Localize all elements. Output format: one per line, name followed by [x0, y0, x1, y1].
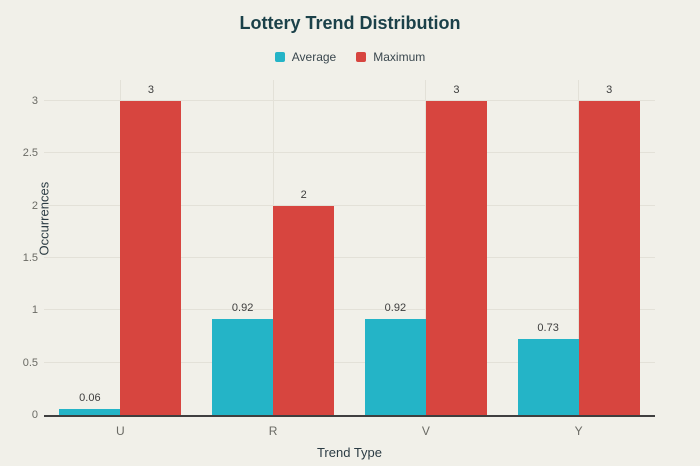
y-tick-label: 2.5: [22, 147, 38, 160]
y-axis-title: Occurrences: [36, 181, 52, 256]
legend-item-average: Average: [274, 50, 337, 64]
y-tick-label: 3: [31, 95, 38, 107]
bar-maximum-R: [273, 205, 335, 415]
y-tick-label: 0.5: [22, 356, 38, 369]
value-label-maximum-U: 3: [147, 84, 154, 96]
value-label-average-V: 0.92: [384, 301, 407, 314]
x-tick-label-R: R: [268, 424, 278, 438]
legend-label-average: Average: [291, 50, 337, 64]
h-gridline: [44, 257, 655, 258]
bar-maximum-Y: [578, 101, 640, 415]
value-label-average-R: 0.92: [231, 301, 254, 314]
legend: Average Maximum: [0, 50, 700, 64]
value-label-average-Y: 0.73: [537, 321, 559, 334]
plot-area: 0.06 3 0.92 2 0.92 3 0.73 3: [44, 80, 655, 417]
h-gridline: [44, 152, 655, 154]
legend-swatch-maximum: [356, 52, 367, 62]
y-tick-label: 0: [31, 409, 38, 421]
bar-maximum-U: [120, 101, 182, 415]
legend-item-maximum: Maximum: [356, 50, 425, 64]
h-gridline: [44, 309, 655, 311]
y-tick-label: 1: [31, 304, 38, 317]
x-tick-label-U: U: [116, 424, 125, 438]
x-tick-label-Y: Y: [574, 424, 583, 438]
legend-swatch-average: [274, 52, 285, 62]
bar-average-Y: [517, 338, 579, 415]
value-label-average-U: 0.06: [79, 391, 101, 404]
x-tick-label-V: V: [421, 424, 430, 438]
h-gridline: [44, 204, 655, 206]
value-label-maximum-R: 2: [300, 188, 307, 201]
value-label-maximum-V: 3: [453, 84, 460, 96]
bar-average-R: [212, 318, 274, 415]
y-axis-tick-labels: 0 0.5 1 1.5 2 2.5 3: [0, 80, 38, 421]
legend-label-maximum: Maximum: [373, 50, 426, 64]
h-gridline: [44, 100, 655, 101]
chart-title: Lottery Trend Distribution: [239, 13, 461, 33]
bar-average-U: [59, 408, 121, 415]
h-gridline: [44, 361, 655, 363]
bar-maximum-V: [425, 101, 487, 415]
bar-average-V: [364, 318, 426, 415]
x-axis-title: Trend Type: [316, 445, 383, 460]
y-tick-label: 2: [31, 199, 38, 212]
y-tick-label: 1.5: [22, 252, 38, 264]
value-label-maximum-Y: 3: [606, 84, 613, 96]
